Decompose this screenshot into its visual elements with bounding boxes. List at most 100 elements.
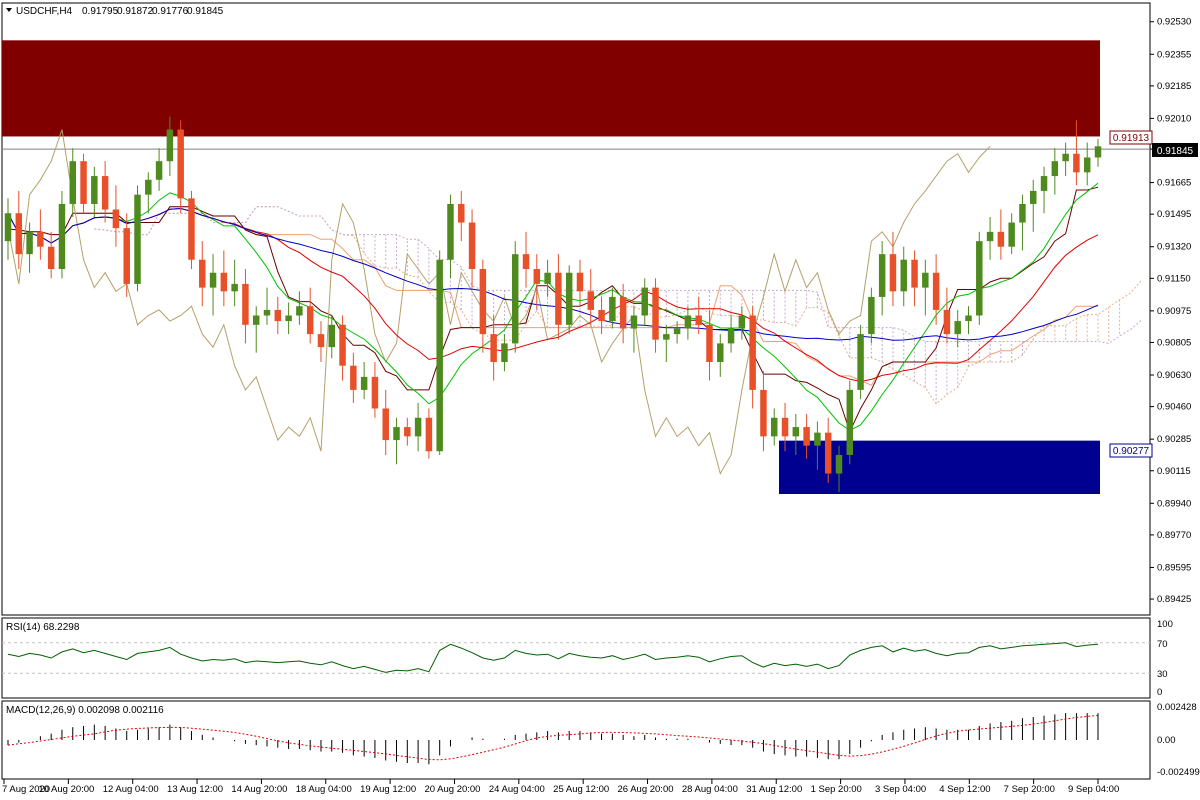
rsi-line: [7, 642, 1099, 673]
bull-candle: [1019, 203, 1026, 223]
bear-candle: [242, 283, 249, 325]
bull-candle: [145, 179, 152, 195]
rsi-axis-100: 100: [1157, 619, 1173, 630]
bear-candle: [177, 129, 184, 199]
bull-candle: [1008, 222, 1015, 247]
bull-candle: [663, 334, 670, 340]
price-tick-label: 0.89425: [1157, 594, 1191, 605]
price-tick-label: 0.92530: [1157, 17, 1191, 28]
price-tick-label: 0.90115: [1157, 466, 1191, 477]
time-tick-label: 25 Aug 12:00: [553, 784, 609, 795]
bull-candle: [846, 389, 854, 455]
macd-axis-zero: 0.00: [1157, 735, 1176, 746]
time-tick-label: 24 Aug 04:00: [489, 784, 545, 795]
bull-candle: [738, 315, 746, 329]
svg-text:0.90277: 0.90277: [1113, 446, 1150, 457]
time-tick-label: 26 Aug 20:00: [618, 784, 674, 795]
price-tick-label: 0.89940: [1157, 498, 1191, 509]
svg-text:0.91913: 0.91913: [1113, 133, 1150, 144]
macd-label: MACD(12,26,9) 0.002098 0.002116: [6, 705, 164, 716]
bull-candle: [58, 203, 66, 270]
support-price-tag: 0.90277: [1109, 443, 1153, 458]
bear-candle: [555, 272, 562, 325]
bull-candle: [878, 254, 886, 297]
bull-candle: [436, 259, 443, 452]
bear-candle: [749, 315, 756, 390]
candlesticks: [4, 116, 1102, 493]
bull-candle: [231, 283, 238, 292]
bear-candle: [47, 246, 55, 270]
time-tick-label: 19 Aug 12:00: [360, 784, 416, 795]
bull-candle: [26, 231, 33, 255]
time-tick-label: 7 Sep 20:00: [1004, 784, 1055, 795]
bull-candle: [684, 315, 692, 329]
bear-candle: [652, 287, 659, 340]
bull-candle: [1094, 146, 1102, 158]
bull-candle: [792, 427, 800, 437]
price-tick-label: 0.92355: [1157, 49, 1191, 60]
bear-candle: [15, 213, 23, 255]
bear-candle: [695, 315, 702, 325]
bull-candle: [155, 161, 163, 180]
bull-candle: [986, 231, 994, 242]
time-tick-label: 28 Aug 04:00: [682, 784, 738, 795]
resistance-zone: [2, 40, 1100, 137]
bull-candle: [565, 272, 573, 325]
price-tick-label: 0.90975: [1157, 306, 1191, 317]
bear-candle: [220, 272, 228, 292]
ohlc-low: 0.91776: [152, 6, 189, 17]
bull-candle: [285, 315, 292, 322]
bull-candle: [263, 309, 271, 316]
bull-candle: [1062, 153, 1069, 162]
bear-candle: [339, 324, 346, 366]
bull-candle: [296, 306, 303, 316]
macd-signal-line: [7, 714, 1099, 761]
resistance-price-tag: 0.91913: [1109, 130, 1153, 145]
bear-candle: [404, 427, 411, 437]
bull-candle: [209, 272, 217, 288]
bull-candle: [544, 272, 551, 284]
bear-candle: [824, 432, 832, 474]
price-tick-label: 0.91665: [1157, 178, 1191, 189]
rsi-pane[interactable]: [1, 617, 1151, 699]
svg-text:0.91845: 0.91845: [1157, 146, 1194, 157]
bear-candle: [533, 269, 541, 284]
time-tick-label: 14 Aug 20:00: [231, 784, 287, 795]
time-tick-label: 7 Aug 2020: [2, 784, 50, 795]
price-tick-label: 0.89595: [1157, 562, 1191, 573]
bull-candle: [976, 241, 983, 316]
bull-candle: [868, 296, 875, 335]
price-tick-label: 0.89770: [1157, 530, 1191, 541]
rsi-axis-0: 0: [1157, 687, 1162, 698]
time-tick-label: 1 Sep 20:00: [811, 784, 862, 795]
bull-candle: [717, 343, 724, 362]
bear-candle: [101, 176, 109, 210]
macd-pane[interactable]: [1, 700, 1151, 780]
bear-candle: [889, 254, 897, 292]
bear-candle: [911, 259, 918, 288]
bear-candle: [587, 291, 595, 310]
bear-candle: [619, 296, 627, 329]
time-tick-label: 18 Aug 04:00: [296, 784, 352, 795]
bear-candle: [760, 389, 767, 437]
dropdown-triangle-icon[interactable]: [6, 8, 12, 12]
bull-candle: [511, 254, 519, 344]
bull-candle: [328, 324, 335, 348]
current-price-tag: 0.91845: [1152, 143, 1198, 157]
price-tick-label: 0.91495: [1157, 209, 1191, 220]
bear-candle: [1073, 153, 1080, 173]
bear-candle: [317, 334, 325, 348]
rsi-axis-30: 30: [1157, 669, 1168, 680]
price-tick-label: 0.92185: [1157, 81, 1191, 92]
bear-candle: [943, 309, 951, 335]
bull-candle: [69, 161, 76, 204]
bull-candle: [1030, 190, 1037, 204]
symbol-label: USDCHF,H4: [16, 6, 73, 17]
bull-candle: [134, 194, 141, 284]
bear-candle: [112, 209, 120, 229]
bull-candle: [814, 432, 821, 446]
bull-candle: [835, 454, 843, 474]
macd-axis-top: 0.002428: [1157, 702, 1197, 713]
bull-candle: [900, 259, 907, 292]
